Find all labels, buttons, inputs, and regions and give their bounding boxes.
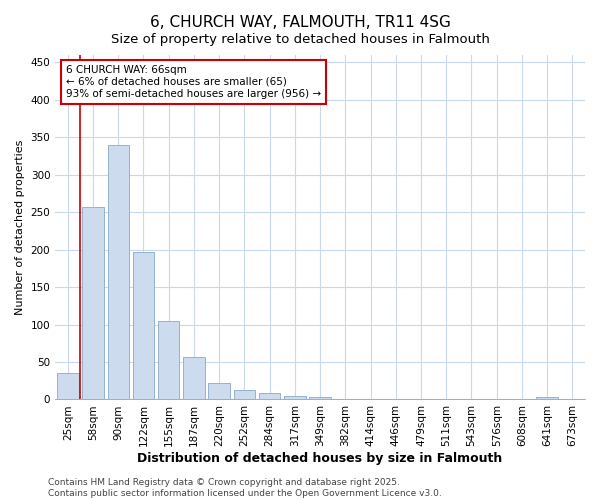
Bar: [57, 373, 79, 400]
Text: Size of property relative to detached houses in Falmouth: Size of property relative to detached ho…: [110, 32, 490, 46]
Bar: [133, 252, 154, 400]
Bar: [259, 394, 280, 400]
Y-axis label: Number of detached properties: Number of detached properties: [15, 140, 25, 315]
X-axis label: Distribution of detached houses by size in Falmouth: Distribution of detached houses by size …: [137, 452, 503, 465]
Bar: [183, 357, 205, 400]
Bar: [310, 397, 331, 400]
Bar: [284, 396, 305, 400]
Bar: [82, 207, 104, 400]
Bar: [208, 383, 230, 400]
Text: Contains HM Land Registry data © Crown copyright and database right 2025.
Contai: Contains HM Land Registry data © Crown c…: [48, 478, 442, 498]
Text: 6 CHURCH WAY: 66sqm
← 6% of detached houses are smaller (65)
93% of semi-detache: 6 CHURCH WAY: 66sqm ← 6% of detached hou…: [66, 66, 321, 98]
Bar: [107, 145, 129, 400]
Text: 6, CHURCH WAY, FALMOUTH, TR11 4SG: 6, CHURCH WAY, FALMOUTH, TR11 4SG: [149, 15, 451, 30]
Bar: [158, 321, 179, 400]
Bar: [360, 398, 381, 400]
Bar: [410, 398, 432, 400]
Bar: [536, 397, 558, 400]
Bar: [335, 398, 356, 400]
Bar: [233, 390, 255, 400]
